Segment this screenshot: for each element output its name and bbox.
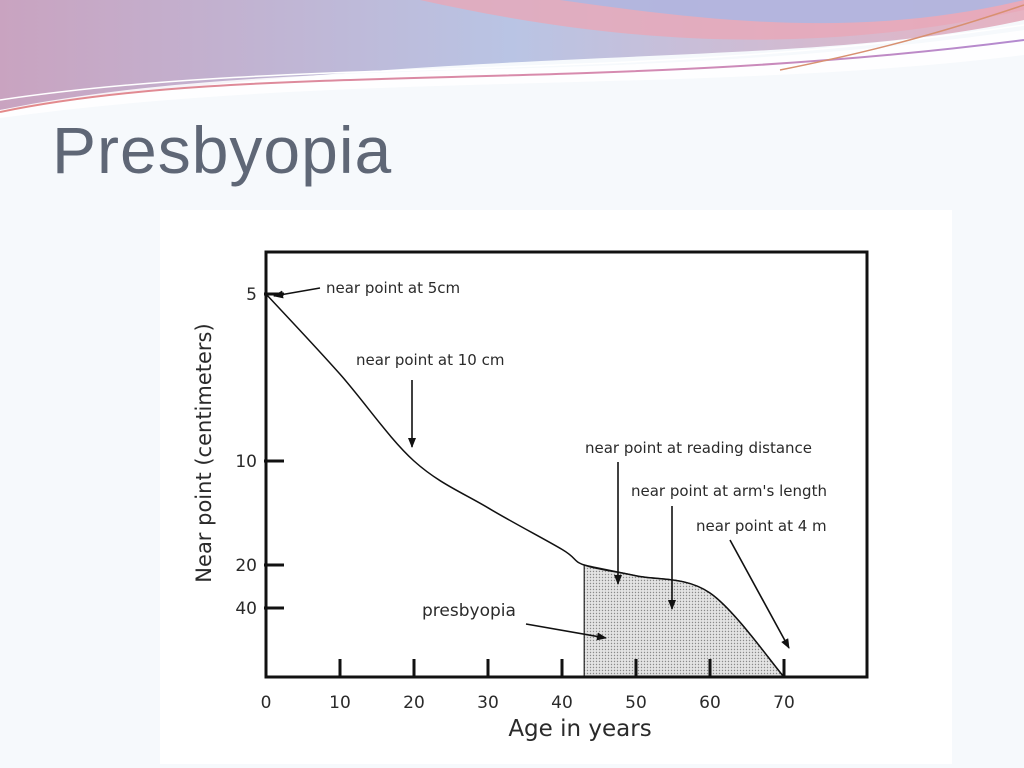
near-point-curve bbox=[265, 293, 785, 678]
x-tick-label: 50 bbox=[625, 693, 647, 713]
annotation-presbyopia: presbyopia bbox=[422, 601, 607, 641]
annotation-arms-length: near point at arm's length bbox=[631, 482, 827, 610]
y-axis-ticks: 5 10 20 40 bbox=[235, 285, 284, 619]
y-tick-label: 40 bbox=[235, 599, 257, 619]
x-tick-label: 20 bbox=[403, 693, 425, 713]
svg-text:near point at arm's length: near point at arm's length bbox=[631, 482, 827, 500]
svg-text:near point at 4 m: near point at 4 m bbox=[696, 517, 827, 535]
y-tick-label: 20 bbox=[235, 556, 257, 576]
annotation-near-point-4m: near point at 4 m bbox=[696, 517, 827, 649]
x-tick-label: 40 bbox=[551, 693, 573, 713]
plot-frame bbox=[264, 250, 869, 679]
x-tick-label: 0 bbox=[261, 693, 272, 713]
y-tick-label: 5 bbox=[246, 285, 257, 305]
x-tick-label: 60 bbox=[699, 693, 721, 713]
decorative-banner bbox=[0, 0, 1024, 118]
annotation-near-point-10cm: near point at 10 cm bbox=[356, 351, 504, 448]
x-tick-label: 30 bbox=[477, 693, 499, 713]
svg-text:near point at reading distance: near point at reading distance bbox=[585, 439, 812, 457]
x-axis-ticks: 0 10 20 30 40 50 60 70 bbox=[261, 659, 795, 713]
slide-title: Presbyopia bbox=[52, 113, 393, 187]
x-tick-label: 70 bbox=[773, 693, 795, 713]
presbyopia-chart: 0 10 20 30 40 50 60 70 5 10 20 40 Age in years Nea… bbox=[192, 250, 869, 742]
y-tick-label: 10 bbox=[235, 452, 257, 472]
x-axis-label: Age in years bbox=[508, 716, 651, 742]
annotation-near-point-5cm: near point at 5cm bbox=[273, 279, 460, 299]
annotation-reading-distance: near point at reading distance bbox=[585, 439, 812, 585]
svg-text:near point at 10 cm: near point at 10 cm bbox=[356, 351, 504, 369]
y-axis-label: Near point (centimeters) bbox=[192, 323, 216, 582]
x-tick-label: 10 bbox=[329, 693, 351, 713]
figure-panel: 0 10 20 30 40 50 60 70 5 10 20 40 Age in years Nea… bbox=[160, 210, 952, 764]
svg-text:presbyopia: presbyopia bbox=[422, 601, 516, 621]
svg-text:near point at 5cm: near point at 5cm bbox=[326, 279, 460, 297]
